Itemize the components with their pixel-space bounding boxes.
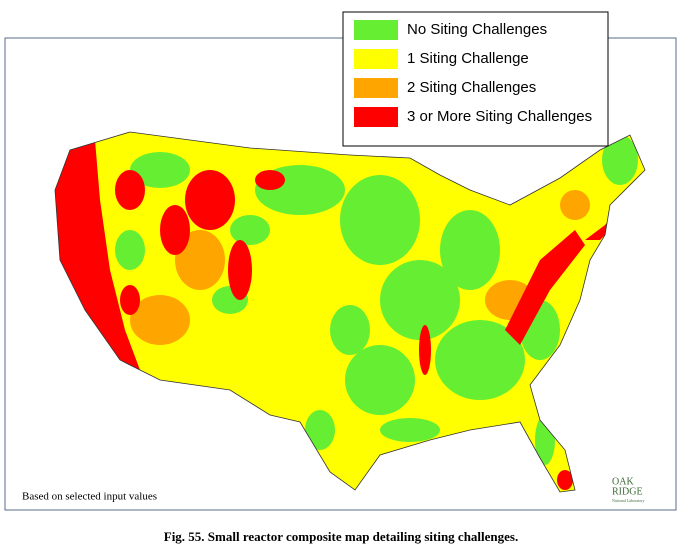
legend-swatch — [354, 20, 398, 40]
logo-line: RIDGE — [612, 486, 643, 497]
orange-regions — [130, 190, 590, 345]
legend: No Siting Challenges 1 Siting Challenge 2 … — [342, 11, 609, 147]
legend-label: 1 Siting Challenge — [407, 50, 529, 67]
legend-swatch — [354, 49, 398, 69]
map-note: Based on selected input values — [22, 491, 157, 503]
logo-line: OAK — [612, 476, 634, 487]
us-outline — [54, 131, 646, 493]
legend-swatch — [354, 78, 398, 98]
green-regions — [115, 135, 638, 465]
legend-label: No Siting Challenges — [407, 21, 547, 38]
logo: OAK RIDGE National Laboratory — [612, 476, 645, 503]
legend-label: 3 or More Siting Challenges — [407, 108, 592, 125]
legend-label: 2 Siting Challenges — [407, 79, 536, 96]
logo-line: National Laboratory — [612, 498, 645, 503]
caption: Fig. 55. Small reactor composite map det… — [164, 529, 518, 544]
legend-swatch — [354, 107, 398, 127]
